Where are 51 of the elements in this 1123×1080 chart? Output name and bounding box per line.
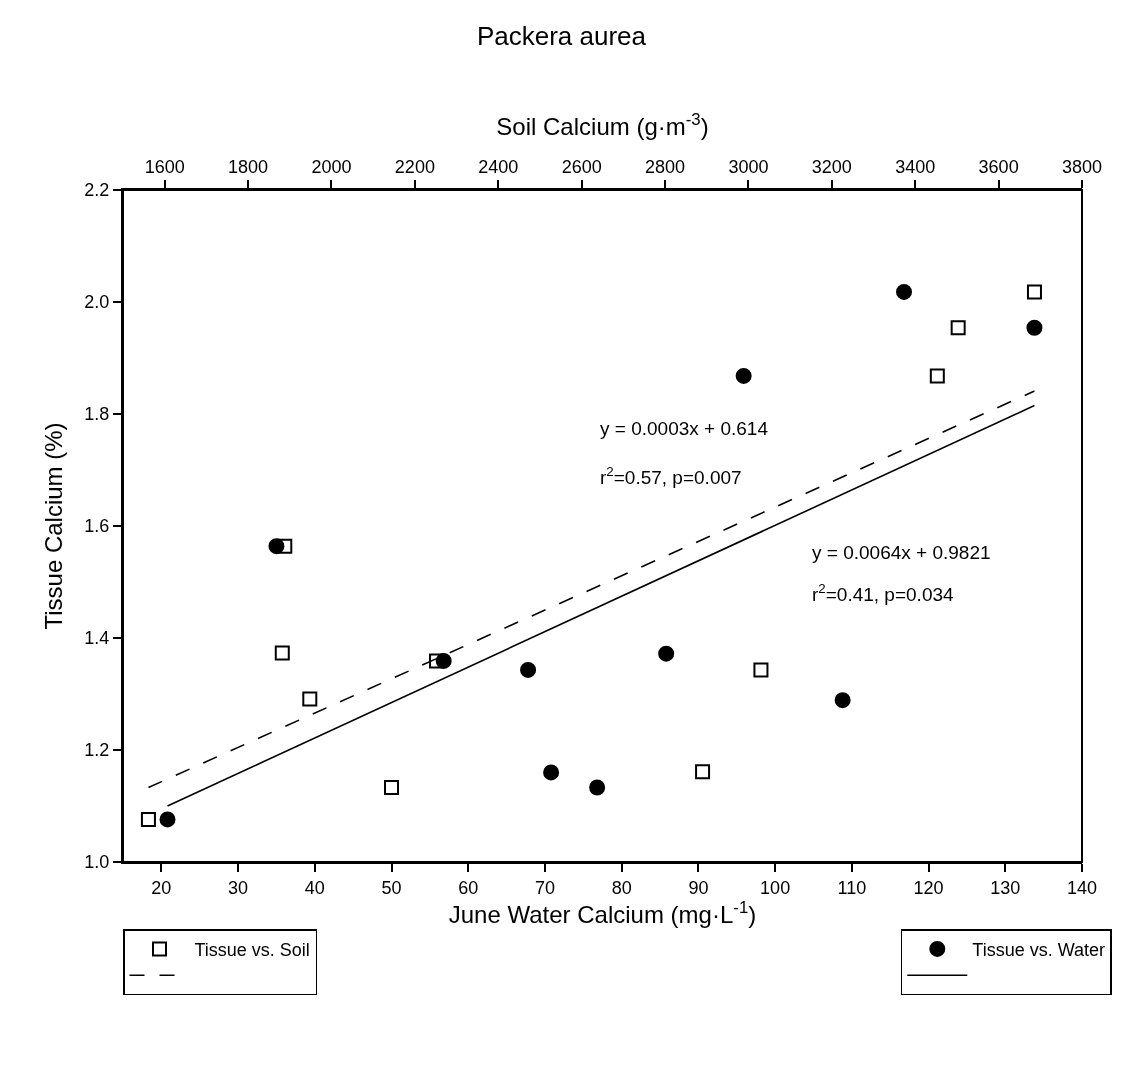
x2-tick-label: 3600 (978, 156, 1019, 177)
point (589, 779, 606, 796)
x-tick-label: 130 (990, 877, 1021, 898)
point (735, 367, 752, 384)
x-tick-label: 110 (837, 877, 867, 898)
x-axis-title: June Water Calcium (mg·L$^{-1}$) (448, 898, 757, 929)
y-axis-title: Tissue Calcium (%) (39, 422, 67, 630)
x-tick-label: 80 (611, 877, 632, 898)
y-tick-label: 2.2 (84, 180, 110, 201)
y-tick-label: 1.2 (84, 740, 110, 761)
point (1026, 319, 1043, 336)
x2-axis-title: Soil Calcium (g·m$^{-3}$) (496, 110, 709, 141)
annotation: y = 0.0003x + 0.614 (600, 418, 769, 439)
x-tick-label: 20 (151, 877, 172, 898)
annotation: y = 0.0064x + 0.9821 (812, 542, 991, 563)
x-tick-label: 100 (760, 877, 791, 898)
x2-tick-label: 1600 (144, 156, 185, 177)
x-tick-label: 90 (688, 877, 709, 898)
chart-title: Packera aurea (476, 21, 647, 52)
x2-tick-label: 2200 (394, 156, 435, 177)
y-tick-label: 2.0 (84, 292, 110, 313)
annotation: r$^{2}$=0.41, p=0.034 (812, 581, 955, 605)
x2-tick-label: 2600 (561, 156, 602, 177)
x2-tick-label: 3800 (1061, 156, 1103, 177)
x-tick-label: 40 (304, 877, 325, 898)
point (896, 283, 913, 300)
x2-tick-label: 2800 (645, 156, 686, 177)
x-tick-label: 140 (1066, 877, 1098, 898)
y-tick-label: 1.4 (84, 628, 110, 649)
y-tick-label: 1.0 (84, 852, 110, 873)
x2-tick-label: 2000 (311, 156, 352, 177)
x-tick-label: 50 (381, 877, 402, 898)
x2-tick-label: 3400 (895, 156, 936, 177)
x-tick-label: 60 (458, 877, 479, 898)
point (834, 692, 851, 709)
x-tick-label: 120 (913, 877, 944, 898)
x2-tick-label: 2400 (478, 156, 519, 177)
y-tick-label: 1.8 (84, 404, 110, 425)
x2-tick-label: 1800 (228, 156, 269, 177)
legend-label: Tissue vs. Soil (194, 939, 310, 960)
x-tick-label: 70 (534, 877, 555, 898)
point (658, 645, 675, 662)
x2-tick-label: 3200 (811, 156, 852, 177)
x2-tick-label: 3000 (728, 156, 769, 177)
point (520, 661, 537, 678)
annotation: r$^{2}$=0.57, p=0.007 (600, 464, 742, 488)
point (159, 811, 176, 828)
point (543, 764, 560, 781)
x-tick-label: 30 (228, 877, 249, 898)
y-tick-label: 1.6 (84, 516, 110, 537)
legend-label: Tissue vs. Water (972, 939, 1105, 960)
